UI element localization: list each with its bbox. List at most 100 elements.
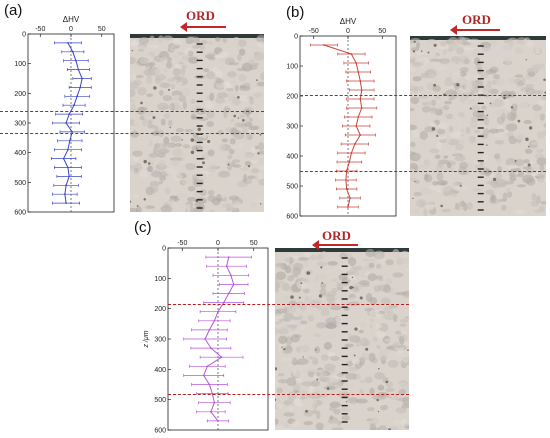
- panel-a-data-point: [62, 157, 65, 160]
- grain: [225, 87, 234, 92]
- grain: [347, 274, 357, 281]
- grain: [192, 178, 204, 187]
- grain: [254, 195, 264, 203]
- grain: [369, 427, 380, 430]
- grain: [307, 315, 315, 322]
- grain: [163, 136, 170, 146]
- grain: [275, 425, 285, 430]
- grain: [151, 45, 158, 49]
- grain: [517, 184, 527, 188]
- grain: [329, 355, 340, 361]
- grain: [207, 149, 215, 157]
- grain: [243, 173, 248, 183]
- panel-b-data-point: [355, 125, 358, 127]
- grain: [143, 70, 153, 76]
- grain: [429, 148, 439, 154]
- grain: [515, 133, 526, 141]
- pit: [353, 354, 356, 357]
- panel-c-tag: (c): [134, 219, 152, 236]
- grain: [313, 333, 322, 338]
- pit: [305, 409, 308, 413]
- grain: [139, 115, 145, 121]
- grain: [507, 205, 513, 214]
- grain: [526, 40, 535, 48]
- grain: [359, 337, 369, 347]
- grain: [163, 113, 171, 119]
- grain: [373, 399, 384, 404]
- grain: [175, 143, 183, 147]
- grain: [286, 397, 294, 404]
- grain: [315, 422, 324, 430]
- grain: [238, 73, 247, 82]
- grain: [540, 201, 546, 205]
- grain: [501, 204, 507, 211]
- grain: [184, 103, 197, 112]
- grain: [207, 40, 214, 46]
- grain: [361, 353, 370, 359]
- grain: [458, 201, 464, 208]
- grain: [130, 41, 140, 47]
- panel-a-tag: (a): [4, 2, 23, 19]
- panel-c-data-point: [202, 374, 205, 377]
- pit: [345, 401, 348, 403]
- grain: [387, 359, 399, 368]
- grain: [326, 376, 337, 386]
- grain: [464, 74, 475, 81]
- grain: [411, 129, 420, 139]
- grain: [189, 178, 195, 184]
- panel-a-data-point: [73, 104, 75, 107]
- pit: [407, 349, 409, 351]
- grain: [199, 44, 206, 51]
- pit: [527, 163, 531, 167]
- grain: [222, 37, 228, 43]
- panel-c-ytick-label: 300: [154, 337, 166, 344]
- pit: [517, 119, 521, 123]
- grain: [478, 79, 484, 89]
- grain: [243, 101, 248, 107]
- grain: [365, 418, 374, 422]
- grain: [375, 330, 386, 339]
- panel-a-data-point: [75, 59, 77, 62]
- grain: [443, 100, 453, 105]
- pit: [169, 126, 171, 129]
- grain: [234, 84, 239, 92]
- panel-a-xtick-label: 0: [69, 26, 73, 33]
- grain: [218, 51, 229, 58]
- grain: [525, 83, 534, 88]
- pit: [459, 184, 462, 187]
- pit: [202, 157, 205, 160]
- pit: [257, 152, 260, 155]
- grain: [203, 68, 210, 73]
- grain: [481, 84, 493, 94]
- grain: [436, 128, 446, 135]
- panel-c-data-point: [211, 392, 214, 395]
- grain: [509, 174, 521, 178]
- panel-c-ytick-label: 600: [154, 428, 166, 435]
- grain: [375, 254, 383, 260]
- pit: [143, 159, 147, 164]
- grain: [377, 386, 385, 391]
- pit: [321, 282, 324, 284]
- panel-c-data-point: [220, 356, 223, 359]
- pit: [227, 163, 230, 166]
- pit: [433, 83, 437, 87]
- grain: [358, 329, 364, 334]
- grain: [469, 120, 478, 129]
- grain: [439, 58, 451, 64]
- grain: [260, 72, 264, 81]
- grain: [419, 201, 425, 208]
- pit: [196, 147, 198, 149]
- panel-b-ytick-label: 100: [286, 64, 298, 71]
- panel-b-data-point: [360, 89, 363, 91]
- grain: [275, 288, 280, 293]
- grain: [400, 418, 409, 427]
- grain: [359, 379, 366, 384]
- grain: [509, 176, 517, 182]
- grain: [239, 95, 251, 102]
- grain: [163, 35, 173, 41]
- grain: [338, 273, 348, 281]
- grain: [320, 304, 330, 310]
- grain: [400, 257, 409, 264]
- panel-b-xtick-label: 50: [378, 28, 386, 35]
- panel-a-data-point: [68, 139, 71, 142]
